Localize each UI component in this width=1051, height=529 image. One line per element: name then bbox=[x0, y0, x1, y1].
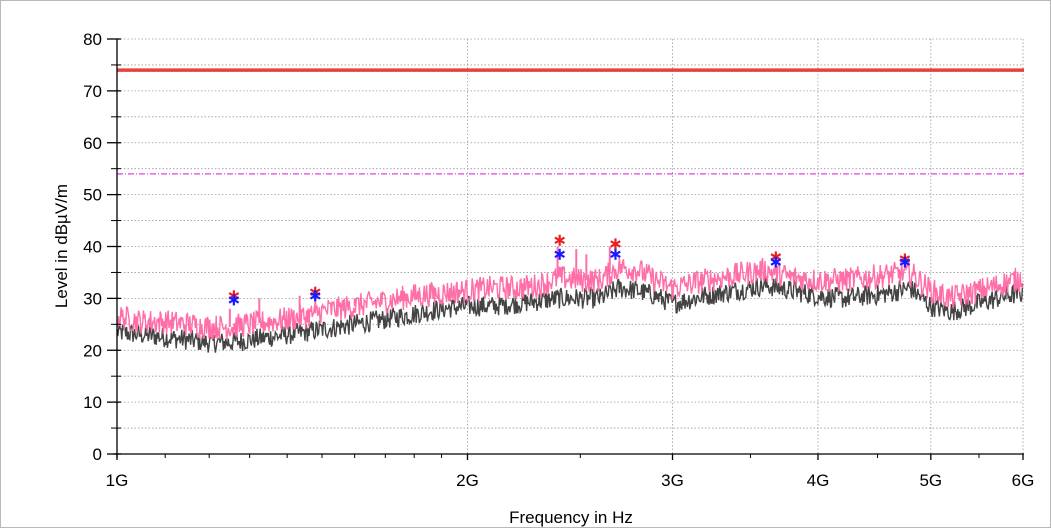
y-tick-label: 0 bbox=[93, 445, 102, 464]
avg-peak-marker bbox=[228, 294, 240, 306]
y-tick-label: 10 bbox=[83, 393, 102, 412]
x-tick-label: 6G bbox=[1012, 471, 1035, 490]
tick-labels: 0 10 20 30 40 50 60 70 80 1G 2G 3G 4G 5G 6G bbox=[83, 30, 1034, 490]
y-tick-label: 40 bbox=[83, 238, 102, 257]
avg-peak-marker bbox=[554, 248, 565, 260]
x-minor-ticks bbox=[164, 454, 980, 458]
y-tick-label: 80 bbox=[83, 30, 102, 49]
marker-stroke bbox=[228, 296, 240, 304]
avg-peak-marker bbox=[770, 256, 782, 268]
x-tick-label: 2G bbox=[456, 471, 479, 490]
avg-peak-marker bbox=[610, 248, 621, 260]
limit-lines bbox=[117, 68, 1024, 175]
qp-peak-marker bbox=[610, 238, 621, 250]
average-trace bbox=[116, 276, 1024, 353]
marker-stroke bbox=[309, 292, 321, 300]
marker-stroke bbox=[610, 240, 621, 248]
y-tick-label: 50 bbox=[83, 186, 102, 205]
y-tick-label: 70 bbox=[83, 82, 102, 101]
grid bbox=[117, 38, 1024, 454]
y-tick-label: 20 bbox=[83, 341, 102, 360]
x-tick-label: 3G bbox=[661, 471, 684, 490]
y-tick-label: 60 bbox=[83, 134, 102, 153]
x-tick-label: 4G bbox=[807, 471, 830, 490]
marker-stroke bbox=[899, 258, 911, 266]
x-tick-label: 5G bbox=[919, 471, 942, 490]
y-axis-title: Level in dBµV/m bbox=[52, 184, 71, 308]
y-tick-label: 30 bbox=[83, 289, 102, 308]
avg-peak-marker bbox=[309, 290, 321, 302]
marker-stroke bbox=[554, 236, 565, 244]
x-tick-label: 1G bbox=[106, 471, 129, 490]
marker-stroke bbox=[770, 258, 782, 266]
peak-trace bbox=[116, 257, 1024, 340]
traces bbox=[116, 246, 1024, 353]
marker-stroke bbox=[610, 250, 621, 258]
qp-peak-marker bbox=[554, 234, 565, 246]
markers bbox=[228, 234, 911, 306]
marker-stroke bbox=[554, 250, 565, 258]
axes bbox=[113, 39, 1024, 458]
avg-peak-marker bbox=[899, 256, 911, 268]
x-axis-title: Frequency in Hz bbox=[509, 508, 633, 527]
